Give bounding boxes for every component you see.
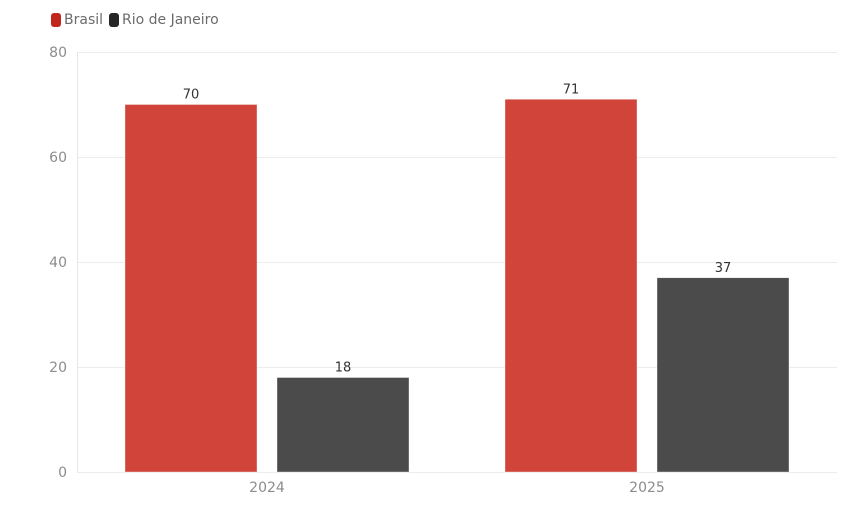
data-label-rio-de-janeiro-2025: 37 [715,261,732,276]
legend-label-rio-de-janeiro: Rio de Janeiro [122,12,219,28]
y-tick-label-80: 80 [49,45,67,61]
data-label-rio-de-janeiro-2024: 18 [335,361,352,376]
y-tick-label-60: 60 [49,150,67,166]
data-label-brasil-2025: 71 [563,82,580,97]
legend-swatch-rio-de-janeiro [109,13,120,27]
y-tick-label-40: 40 [49,255,67,271]
x-tick-label-2025: 2025 [629,480,665,496]
x-tick-label-2024: 2024 [249,480,285,496]
y-tick-label-20: 20 [49,360,67,376]
bar-rio-de-janeiro-2024 [276,377,410,473]
bar-brasil-2024 [124,104,258,473]
data-label-brasil-2024: 70 [183,88,200,103]
bar-rio-de-janeiro-2025 [656,277,790,473]
y-tick-label-0: 0 [58,465,67,481]
legend-item-brasil[interactable]: Brasil [51,11,103,29]
legend-item-rio-de-janeiro[interactable]: Rio de Janeiro [109,11,219,29]
legend: Brasil Rio de Janeiro [51,11,219,29]
bar-brasil-2025 [504,98,638,473]
legend-swatch-brasil [51,13,61,27]
legend-label-brasil: Brasil [64,12,104,28]
